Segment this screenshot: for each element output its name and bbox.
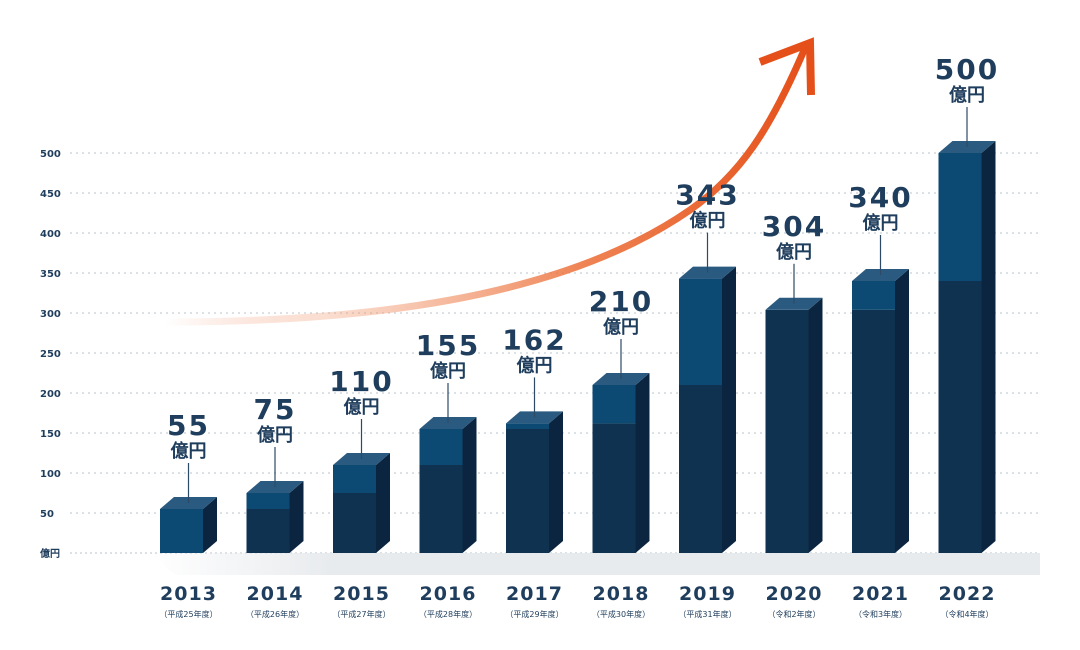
- bar-front-increase: [333, 465, 376, 493]
- y-tick-label: 350: [40, 269, 61, 280]
- bar-side: [981, 141, 996, 553]
- bar-2017: [506, 411, 563, 553]
- floor-shadow: [150, 553, 1040, 575]
- x-tick-label: 2015: [333, 583, 390, 605]
- bar-front-base: [679, 385, 722, 553]
- value-label: 304: [762, 210, 826, 243]
- x-tick-label: 2017: [506, 583, 563, 605]
- floor-shadow-band: [150, 553, 1040, 575]
- value-unit-label: 億円: [863, 212, 899, 234]
- y-tick-label: 300: [40, 309, 61, 320]
- bar-2021: [852, 269, 909, 553]
- value-unit-label: 億円: [690, 210, 726, 232]
- y-tick-label: 450: [40, 189, 61, 200]
- value-label: 55: [167, 409, 210, 442]
- bar-2018: [592, 373, 650, 553]
- bar-side: [549, 411, 563, 553]
- bar-side: [376, 453, 390, 553]
- bar-2013: [160, 497, 217, 553]
- bar-front-base: [765, 309, 809, 553]
- y-tick-label: 200: [40, 389, 61, 400]
- x-era-label: （平成27年度）: [332, 609, 390, 619]
- x-tick-label: 2021: [852, 583, 909, 605]
- bar-front-increase: [852, 281, 895, 310]
- value-label: 340: [848, 181, 912, 214]
- value-label: 75: [254, 393, 297, 426]
- value-unit-label: 億円: [257, 424, 293, 446]
- bar-front-base: [938, 281, 982, 553]
- bar-front-base: [592, 423, 636, 553]
- x-era-label: （平成30年度）: [592, 609, 650, 619]
- bar-front-base: [506, 429, 549, 553]
- value-unit-label: 億円: [171, 440, 207, 462]
- x-tick-label: 2016: [420, 583, 477, 605]
- bar-2019: [679, 266, 736, 553]
- value-label: 343: [675, 179, 739, 212]
- value-unit-label: 億円: [517, 354, 553, 376]
- bar-front-increase: [160, 509, 203, 553]
- bar-side: [635, 373, 650, 553]
- value-unit-label: 億円: [776, 241, 812, 263]
- y-tick-label: 500: [40, 149, 61, 160]
- x-tick-label: 2022: [939, 583, 996, 605]
- y-tick-label: 400: [40, 229, 61, 240]
- y-zero-unit-label: 億円: [40, 547, 60, 560]
- x-tick-label: 2019: [679, 583, 736, 605]
- y-tick-label: 150: [40, 429, 61, 440]
- x-era-label: （平成31年度）: [678, 609, 736, 619]
- x-tick-label: 2018: [593, 583, 650, 605]
- x-era-label: （令和3年度）: [854, 609, 907, 619]
- bar-side: [895, 269, 909, 553]
- bar-2015: [333, 453, 390, 553]
- y-tick-label: 50: [40, 509, 54, 520]
- labels-layer: 55億円2013（平成25年度）75億円2014（平成26年度）110億円201…: [159, 53, 999, 619]
- x-tick-label: 2014: [247, 583, 304, 605]
- value-unit-label: 億円: [344, 396, 380, 418]
- bar-front-base: [852, 309, 895, 553]
- value-label: 155: [416, 329, 480, 362]
- bar-front-increase: [938, 153, 982, 281]
- bar-front-increase: [246, 493, 290, 509]
- value-label: 210: [589, 285, 653, 318]
- bar-front-base: [419, 465, 463, 553]
- value-label: 162: [502, 323, 566, 356]
- bar-side: [808, 297, 823, 553]
- bar-side: [289, 481, 304, 553]
- bar-2014: [246, 481, 304, 553]
- bar-side: [722, 266, 736, 553]
- bar-front-base: [246, 509, 290, 553]
- bar-side: [203, 497, 217, 553]
- x-era-label: （令和2年度）: [767, 609, 820, 619]
- bar-front-increase: [592, 385, 636, 424]
- x-era-label: （平成26年度）: [246, 609, 304, 619]
- x-era-label: （平成25年度）: [159, 609, 217, 619]
- bar-2022: [938, 141, 996, 553]
- bar-side: [462, 417, 477, 553]
- bar-front-base: [333, 493, 376, 553]
- value-unit-label: 億円: [430, 360, 466, 382]
- value-label: 110: [329, 365, 393, 398]
- bar-front-increase: [419, 429, 463, 465]
- x-era-label: （令和4年度）: [940, 609, 993, 619]
- y-tick-label: 100: [40, 469, 61, 480]
- x-tick-label: 2020: [766, 583, 823, 605]
- x-tick-label: 2013: [160, 583, 217, 605]
- value-unit-label: 億円: [603, 316, 639, 338]
- bar-front-increase: [679, 278, 722, 385]
- y-tick-label: 250: [40, 349, 61, 360]
- bar-2016: [419, 417, 477, 553]
- x-era-label: （平成28年度）: [419, 609, 477, 619]
- x-era-label: （平成29年度）: [505, 609, 563, 619]
- value-label: 500: [935, 53, 999, 86]
- bar-front-increase: [506, 423, 549, 429]
- bar-2020: [765, 297, 823, 553]
- value-unit-label: 億円: [949, 84, 985, 106]
- growth-arrow-icon: [161, 37, 815, 326]
